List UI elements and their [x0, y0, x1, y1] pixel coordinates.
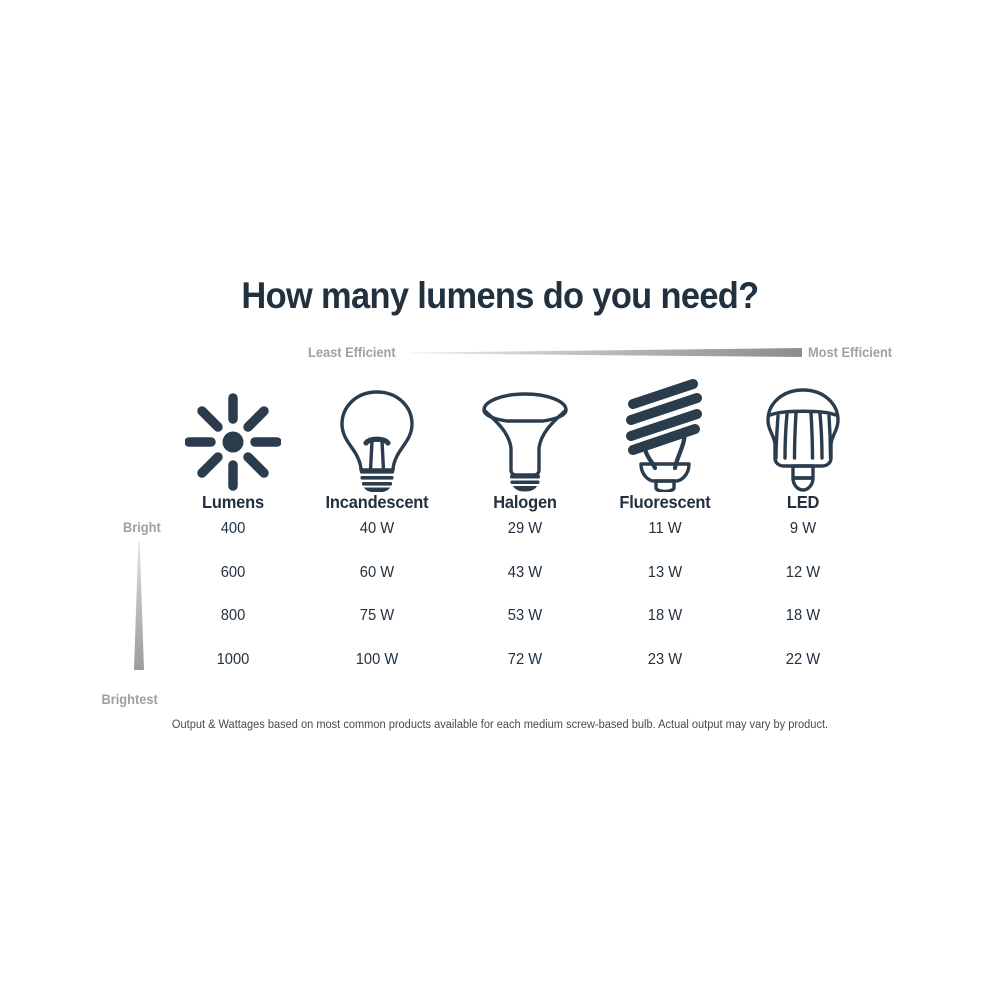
cell-halogen: 29 W — [507, 520, 543, 537]
efficiency-most-label: Most Efficient — [808, 345, 893, 360]
cell-lumens: 600 — [220, 563, 246, 581]
table-header-row: Lumens Incandescent Halogen Fluorescent … — [0, 492, 1000, 520]
cell-fluorescent: 11 W — [648, 520, 682, 537]
efficiency-scale: Least Efficient Most Efficient — [0, 343, 1000, 365]
efficiency-least-label: Least Efficient — [308, 345, 396, 360]
cell-led: 9 W — [789, 520, 817, 537]
led-bulb-icon — [766, 388, 840, 492]
cell-halogen: 43 W — [507, 563, 543, 581]
icon-cell-lumens — [173, 372, 293, 492]
cell-incandescent: 100 W — [355, 650, 399, 668]
cell-incandescent: 60 W — [359, 563, 395, 581]
table-row: 400 40 W 29 W 11 W 9 W — [0, 520, 1000, 564]
cell-lumens: 800 — [220, 607, 246, 624]
sun-burst-icon — [185, 393, 281, 491]
table-row: 800 75 W 53 W 18 W 18 W — [0, 607, 1000, 651]
cell-lumens: 400 — [220, 520, 246, 537]
incandescent-bulb-icon — [340, 390, 414, 492]
column-header-lumens: Lumens — [202, 492, 264, 512]
column-header-halogen: Halogen — [493, 492, 557, 512]
bulb-icon-row — [0, 372, 1000, 492]
cell-led: 12 W — [785, 563, 821, 581]
page-title: How many lumens do you need? — [241, 275, 759, 316]
cell-lumens: 1000 — [216, 650, 250, 668]
cell-led: 22 W — [785, 650, 821, 668]
icon-cell-led — [743, 372, 863, 492]
cell-halogen: 53 W — [507, 607, 543, 624]
cell-halogen: 72 W — [507, 650, 543, 668]
footnote: Output & Wattages based on most common p… — [171, 719, 829, 731]
brightness-arrow-wedge — [134, 542, 144, 670]
icon-cell-fluorescent — [605, 372, 725, 492]
column-header-led: LED — [786, 492, 820, 512]
halogen-flood-bulb-icon — [482, 392, 568, 492]
icon-cell-halogen — [465, 372, 585, 492]
cell-led: 18 W — [785, 607, 821, 624]
column-header-fluorescent: Fluorescent — [619, 492, 711, 512]
table-row: 1000 100 W 72 W 23 W 22 W — [0, 651, 1000, 695]
efficiency-arrow-wedge — [410, 348, 802, 357]
brightness-bottom-label: Brightest — [101, 692, 158, 707]
cell-incandescent: 40 W — [359, 520, 395, 537]
cell-incandescent: 75 W — [359, 607, 395, 624]
cell-fluorescent: 23 W — [647, 650, 683, 668]
fluorescent-cfl-spiral-icon — [626, 379, 702, 492]
icon-cell-incandescent — [317, 372, 437, 492]
brightness-top-label: Bright — [122, 520, 161, 535]
table-row: 600 60 W 43 W 13 W 12 W — [0, 564, 1000, 608]
lumens-comparison-table: Lumens Incandescent Halogen Fluorescent … — [0, 492, 1000, 694]
cell-fluorescent: 13 W — [647, 563, 683, 581]
cell-fluorescent: 18 W — [647, 607, 683, 624]
column-header-incandescent: Incandescent — [325, 492, 429, 512]
